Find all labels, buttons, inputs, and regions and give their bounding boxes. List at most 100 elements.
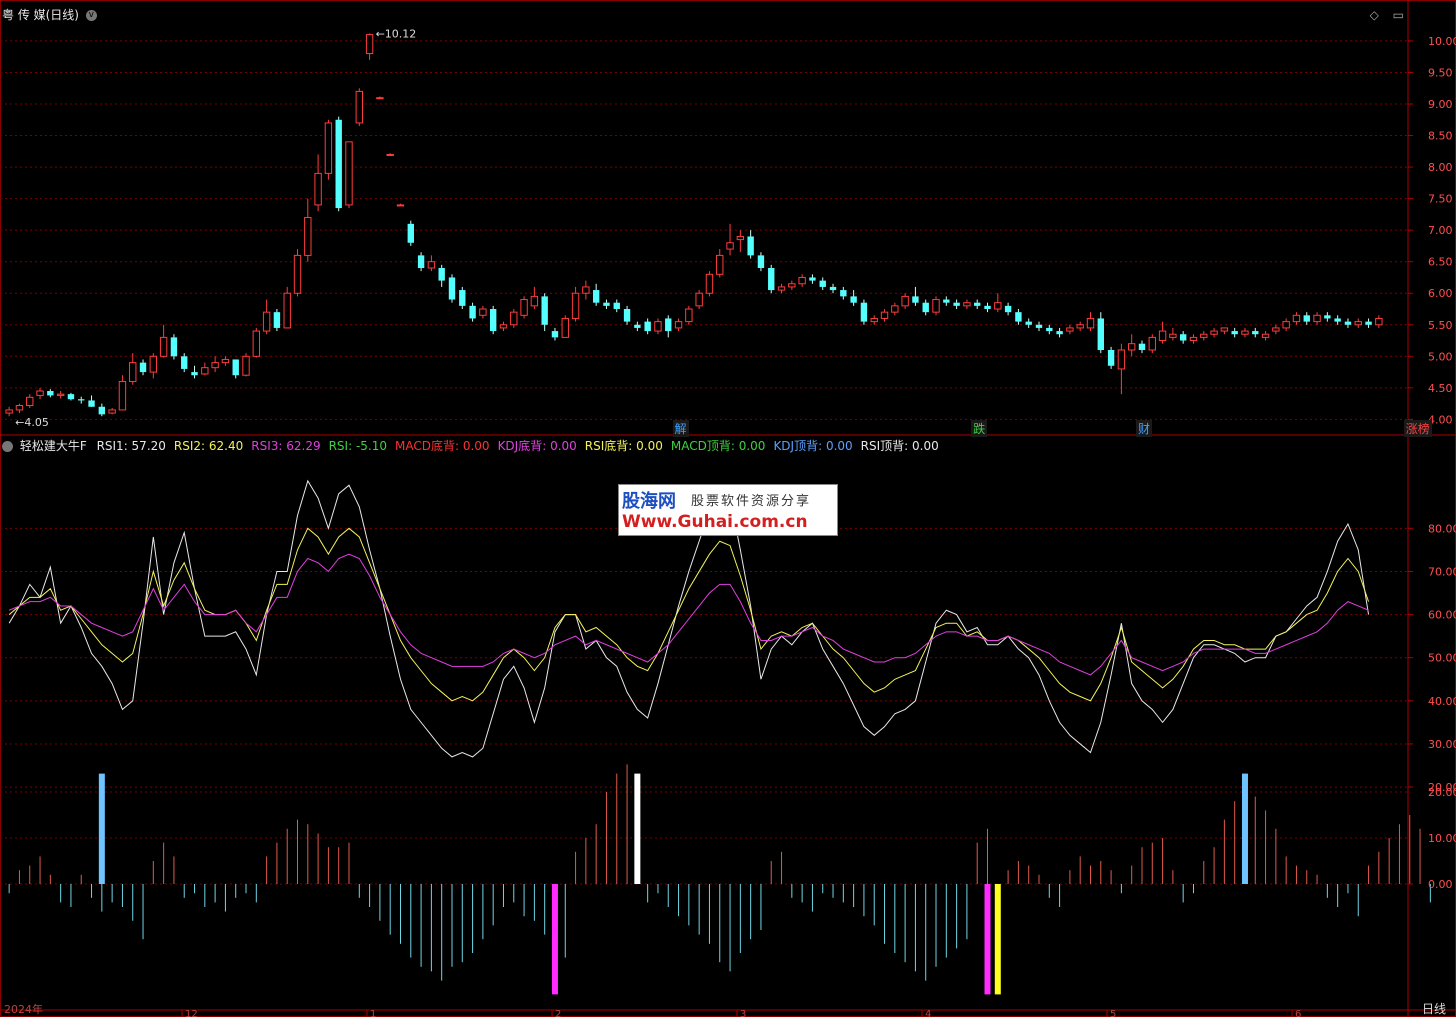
top-right-toolbar: ◇ ▭ xyxy=(1360,8,1404,22)
candle-body xyxy=(1158,330,1167,342)
candle-body xyxy=(293,254,302,294)
candle-body xyxy=(386,153,394,156)
indicator-value: MACD顶背: 0.00 xyxy=(670,439,766,453)
candle-body xyxy=(1148,336,1156,351)
candle-body xyxy=(809,277,816,281)
candle-body xyxy=(1138,343,1146,350)
indicator-menu-icon[interactable] xyxy=(2,441,13,452)
candle-body xyxy=(1375,317,1383,326)
event-marker[interactable]: 跌 xyxy=(971,420,988,437)
signal-bar xyxy=(98,773,105,884)
candle-body xyxy=(1252,331,1259,335)
candle-body xyxy=(427,261,436,269)
candle-body xyxy=(304,217,312,256)
x-axis: 12 1 2 3 4 5 6 xyxy=(181,1009,1301,1017)
candlestick-series[interactable] xyxy=(5,33,1383,417)
title-dropdown-button[interactable]: v xyxy=(85,10,97,21)
candle-body xyxy=(974,302,981,306)
window-icon[interactable]: ▭ xyxy=(1392,8,1404,22)
signal-bar xyxy=(994,884,1001,995)
candle-body xyxy=(747,236,754,256)
candle-body xyxy=(726,242,734,250)
candle-body xyxy=(170,337,178,357)
price-tick-label: 6.50 xyxy=(1428,256,1453,269)
rsi-tick-label: 20.00 xyxy=(1428,781,1456,794)
event-marker[interactable]: 涨榜 xyxy=(1403,420,1432,437)
stock-title-bar[interactable]: 粤 传 媒(日线) v xyxy=(2,6,97,23)
candle-body xyxy=(788,283,796,288)
candle-body xyxy=(1354,321,1362,326)
candle-body xyxy=(1046,327,1053,332)
candle-body xyxy=(26,396,34,407)
candle-body xyxy=(777,286,786,291)
price-tick-label: 7.50 xyxy=(1428,193,1453,206)
price-tick-label: 8.50 xyxy=(1428,130,1453,143)
rsi-lines[interactable] xyxy=(8,479,1370,758)
candle-body xyxy=(252,330,261,357)
candle-body xyxy=(705,273,714,294)
event-marker[interactable]: 财 xyxy=(1135,420,1152,437)
indicator-name[interactable]: 轻松建大牛F xyxy=(19,439,87,453)
candle-body xyxy=(582,286,590,294)
indicator-value: KDJ顶背: 0.00 xyxy=(773,439,853,453)
candle-body xyxy=(912,296,919,303)
price-tick-label: 5.50 xyxy=(1428,319,1453,332)
candle-body xyxy=(459,290,466,306)
candle-body xyxy=(1303,315,1310,322)
candle-body xyxy=(407,223,414,243)
diamond-icon[interactable]: ◇ xyxy=(1369,8,1379,22)
price-tick-label: 4.00 xyxy=(1428,413,1453,426)
candle-body xyxy=(469,305,476,319)
candle-body xyxy=(98,406,106,415)
signal-bar xyxy=(984,884,991,995)
candle-body xyxy=(665,318,672,332)
candle-body xyxy=(1066,327,1074,332)
watermark-banner: 股海网 股票软件资源分享 Www.Guhai.com.cn xyxy=(618,484,838,536)
candle-body xyxy=(953,302,960,306)
candle-body xyxy=(221,358,230,364)
candle-body xyxy=(891,305,899,313)
candle-body xyxy=(1169,333,1177,338)
candle-body xyxy=(1015,312,1022,322)
candle-body xyxy=(1035,324,1043,328)
candle-body xyxy=(1231,331,1238,335)
histogram-bars[interactable] xyxy=(8,764,1431,995)
candle-body xyxy=(1313,314,1321,323)
candle-body xyxy=(78,399,85,401)
candle-body xyxy=(335,119,342,209)
candle-body xyxy=(56,393,65,396)
candle-body xyxy=(108,409,116,414)
candle-body xyxy=(1220,327,1229,332)
candle-body xyxy=(1086,317,1095,329)
candle-body xyxy=(1107,350,1115,366)
candle-body xyxy=(860,302,868,322)
candle-body xyxy=(149,355,158,373)
rsi-tick-label: 50.00 xyxy=(1428,652,1456,665)
candle-body xyxy=(840,290,847,297)
indicator-value: RSI3: 62.29 xyxy=(251,439,321,453)
period-label[interactable]: 日线 xyxy=(1421,1002,1446,1016)
indicator-value: RSI: -5.10 xyxy=(328,439,387,453)
candle-body xyxy=(541,296,548,325)
candle-body xyxy=(1241,330,1249,335)
watermark-brand: 股海网 xyxy=(622,491,676,512)
candle-body xyxy=(798,276,806,285)
candle-body xyxy=(355,90,363,124)
event-marker[interactable]: 解 xyxy=(672,420,689,437)
candle-body xyxy=(1004,305,1012,313)
candle-body xyxy=(181,356,188,369)
signal-bar xyxy=(551,884,558,995)
candle-body xyxy=(674,321,683,329)
y-axis: 4.00 4.50 5.00 5.50 6.00 6.50 7.00 7.50 8.00 8.50… xyxy=(1408,35,1456,891)
candle-body xyxy=(1189,336,1198,342)
rsi-tick-label: 40.00 xyxy=(1428,695,1456,708)
candle-body xyxy=(1261,333,1270,338)
candle-body xyxy=(520,299,528,316)
price-tick-label: 5.00 xyxy=(1428,350,1453,363)
candle-body xyxy=(829,286,837,291)
low-price-label: ←4.05 xyxy=(15,416,49,429)
candle-body xyxy=(654,321,662,332)
candle-body xyxy=(5,409,13,414)
candle-body xyxy=(365,34,374,55)
